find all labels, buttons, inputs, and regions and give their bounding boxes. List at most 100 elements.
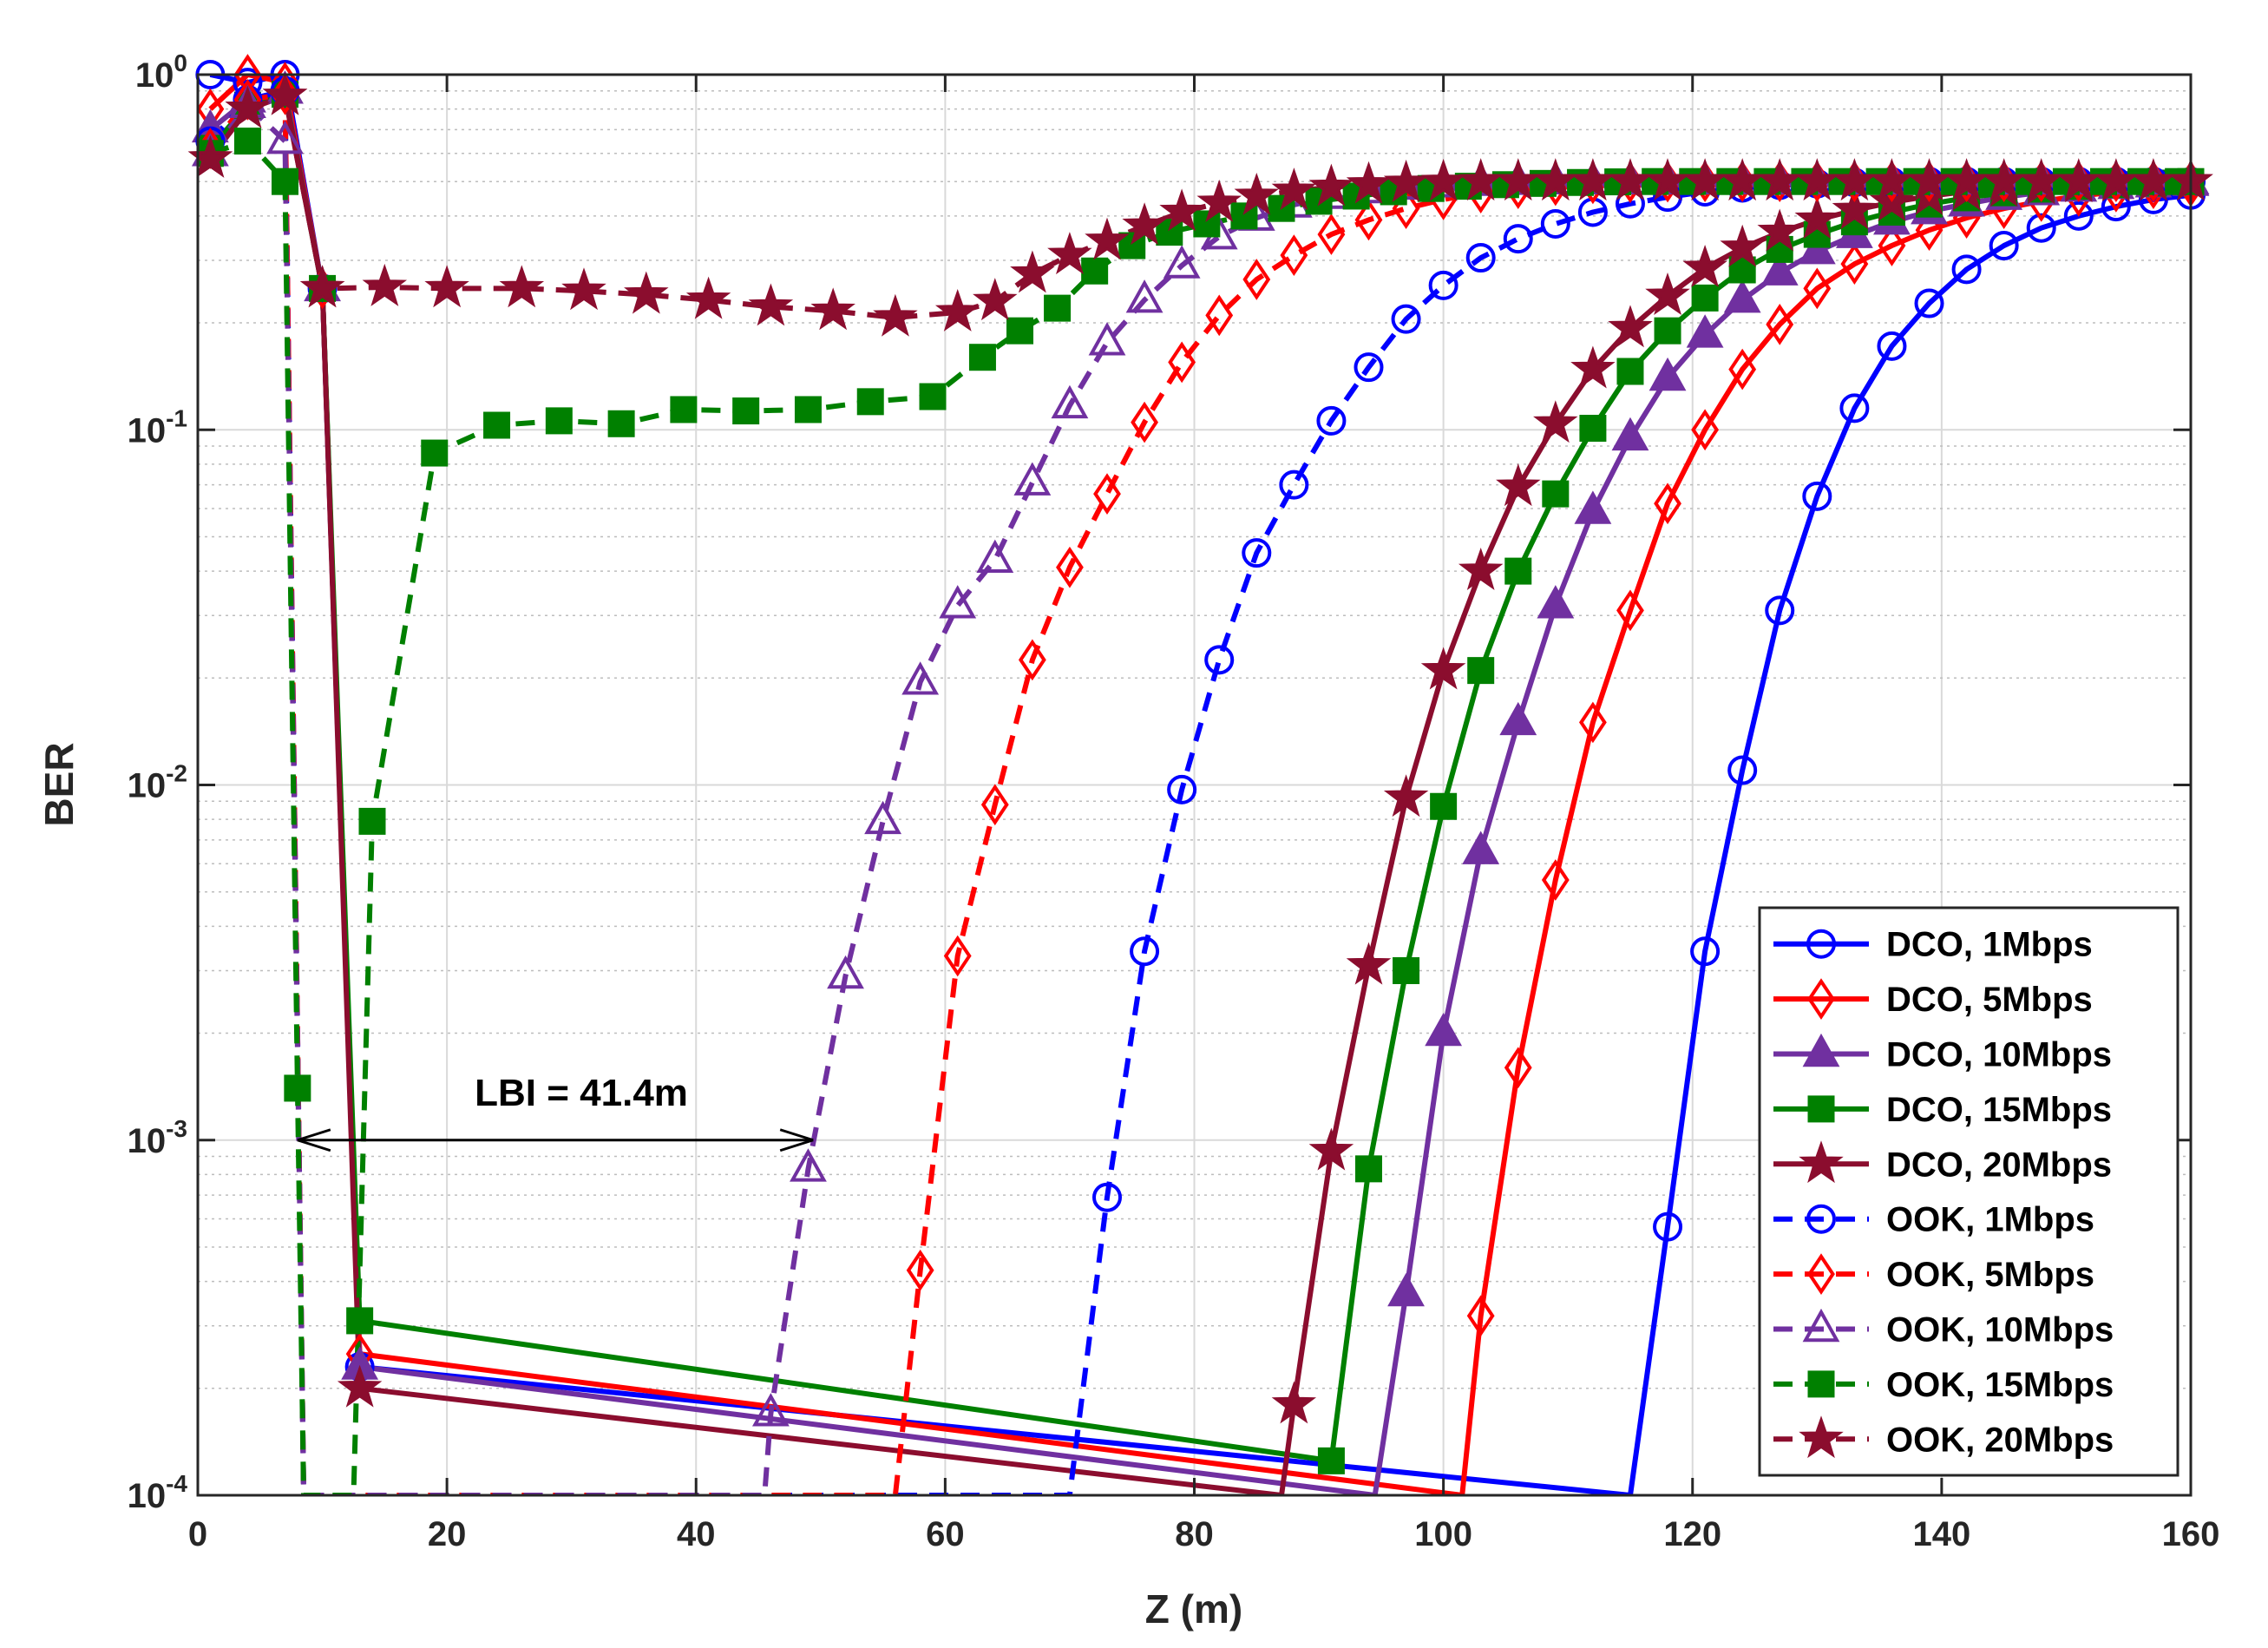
circle-marker [1914, 288, 1944, 318]
triangle-marker [1425, 1012, 1463, 1047]
star-marker [1271, 167, 1317, 211]
star-marker [624, 271, 669, 314]
circle-marker [1806, 929, 1836, 959]
diamond-marker [1807, 978, 1835, 1020]
star-marker [1570, 345, 1616, 389]
square-marker [670, 396, 698, 423]
legend-label: DCO, 10Mbps [1886, 1036, 2112, 1074]
star-marker [1383, 159, 1429, 202]
star-marker [1794, 158, 1840, 201]
circle-marker [1391, 304, 1421, 334]
star-marker [499, 265, 545, 308]
square-marker [1467, 657, 1495, 685]
triangle-marker [1462, 831, 1500, 864]
legend-label: DCO, 15Mbps [1886, 1091, 2112, 1129]
square-marker [1691, 284, 1719, 312]
triangle-marker [1013, 462, 1052, 496]
triangle-marker [266, 120, 304, 154]
star-marker [1496, 463, 1541, 507]
star-marker [1122, 202, 1167, 246]
triangle-marker [1723, 279, 1761, 313]
star-marker [262, 72, 308, 115]
star-marker [337, 1364, 383, 1408]
x-tick-label: 80 [1175, 1515, 1214, 1553]
diamond-marker [271, 73, 299, 115]
star-marker [1757, 208, 1802, 252]
star-marker [1799, 1140, 1844, 1184]
circle-marker [1167, 774, 1197, 804]
diamond-marker [1541, 859, 1570, 901]
star-marker [1720, 224, 1765, 267]
x-tick-label: 0 [188, 1515, 207, 1553]
star-marker [1645, 158, 1690, 201]
circle-marker [2063, 200, 2094, 231]
square-marker [1044, 294, 1072, 322]
star-marker [1196, 179, 1242, 222]
triangle-marker [1537, 585, 1575, 619]
y-tick-label: 10-1 [128, 404, 187, 450]
circle-marker [1354, 352, 1384, 383]
legend: DCO, 1Mbps DCO, 5Mbps DCO, 10Mbps DCO, 15Mb… [1758, 906, 2180, 1477]
star-marker [225, 85, 271, 128]
star-marker [1420, 647, 1466, 690]
diamond-marker [1168, 341, 1196, 384]
diamond-marker [1766, 303, 1794, 345]
star-marker [1608, 158, 1653, 201]
circle-marker [1503, 224, 1533, 254]
star-marker [2131, 158, 2176, 201]
diamond-marker [1807, 1253, 1835, 1295]
legend-label: DCO, 5Mbps [1886, 981, 2093, 1019]
triangle-marker [1499, 701, 1537, 736]
circle-marker [1765, 595, 1795, 626]
marker-layer [187, 54, 2213, 1474]
star-marker [873, 293, 918, 337]
legend-label: OOK, 20Mbps [1886, 1421, 2114, 1459]
star-marker [1234, 172, 1280, 215]
square-marker [1504, 557, 1532, 585]
circle-marker [1130, 936, 1160, 967]
triangle-marker [1574, 490, 1612, 524]
star-marker [973, 278, 1018, 321]
diamond-marker [1654, 483, 1681, 525]
star-marker [934, 288, 980, 332]
star-marker [1047, 232, 1092, 275]
square-marker [1118, 232, 1146, 259]
square-marker [1616, 358, 1644, 385]
square-marker [1006, 317, 1034, 345]
triangle-marker [1163, 245, 1201, 279]
square-marker [284, 1074, 311, 1102]
star-marker [1383, 774, 1429, 817]
series-line [208, 88, 2191, 1495]
legend-label: OOK, 10Mbps [1886, 1311, 2114, 1349]
annotation-arrowhead-right [779, 1128, 814, 1152]
square-marker [1081, 257, 1109, 285]
annotation-text: LBI = 41.4m [475, 1072, 688, 1114]
triangle-marker [1686, 314, 1724, 348]
diamond-marker [1803, 267, 1832, 310]
star-marker [1533, 400, 1578, 443]
triangle-marker [1802, 1308, 1840, 1343]
star-marker [1981, 158, 2027, 201]
square-marker [1579, 414, 1607, 442]
y-tick-label: 100 [135, 49, 187, 95]
diamond-marker [1018, 639, 1046, 681]
circle-marker [1653, 1211, 1683, 1242]
x-tick-label: 20 [428, 1515, 467, 1553]
triangle-marker [1088, 322, 1126, 356]
circle-marker [1877, 331, 1907, 361]
legend-label: DCO, 1Mbps [1886, 926, 2093, 964]
star-marker [1159, 188, 1204, 232]
square-marker [483, 411, 511, 439]
star-marker [748, 283, 794, 326]
diamond-marker [1205, 294, 1234, 337]
circle-marker [1727, 755, 1758, 785]
y-tick-label: 10-3 [128, 1115, 187, 1160]
star-marker [1794, 196, 1840, 240]
star-marker [1799, 1415, 1844, 1459]
square-marker [346, 1307, 374, 1335]
circle-marker [1242, 538, 1272, 568]
circle-marker [1802, 481, 1832, 511]
ticks: 0 20 40 60 80 100 120 140 160 100 10-1 10-2 10-3 10-4 [128, 49, 2220, 1553]
star-marker [1832, 187, 1878, 230]
